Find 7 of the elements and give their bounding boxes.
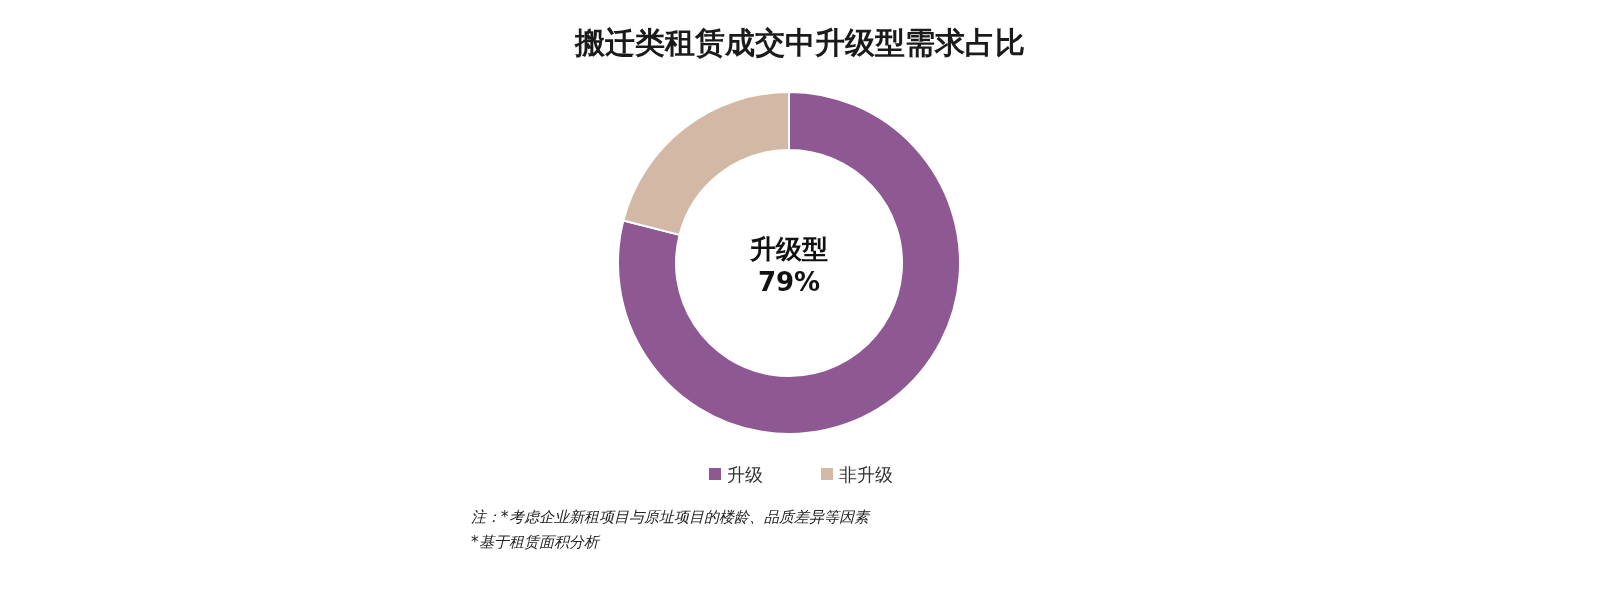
legend-label: 非升级	[839, 463, 893, 485]
text: 升级型	[749, 234, 828, 264]
text: *基于租赁面积分析	[471, 533, 601, 551]
chart-title: 搬迁类租赁成交中升级型需求占比	[574, 24, 1025, 60]
text: 注：*考虑企业新租项目与原址项目的楼龄、品质差异等因素	[471, 508, 871, 526]
legend-label: 升级	[727, 463, 763, 485]
text: 79%	[757, 267, 821, 297]
